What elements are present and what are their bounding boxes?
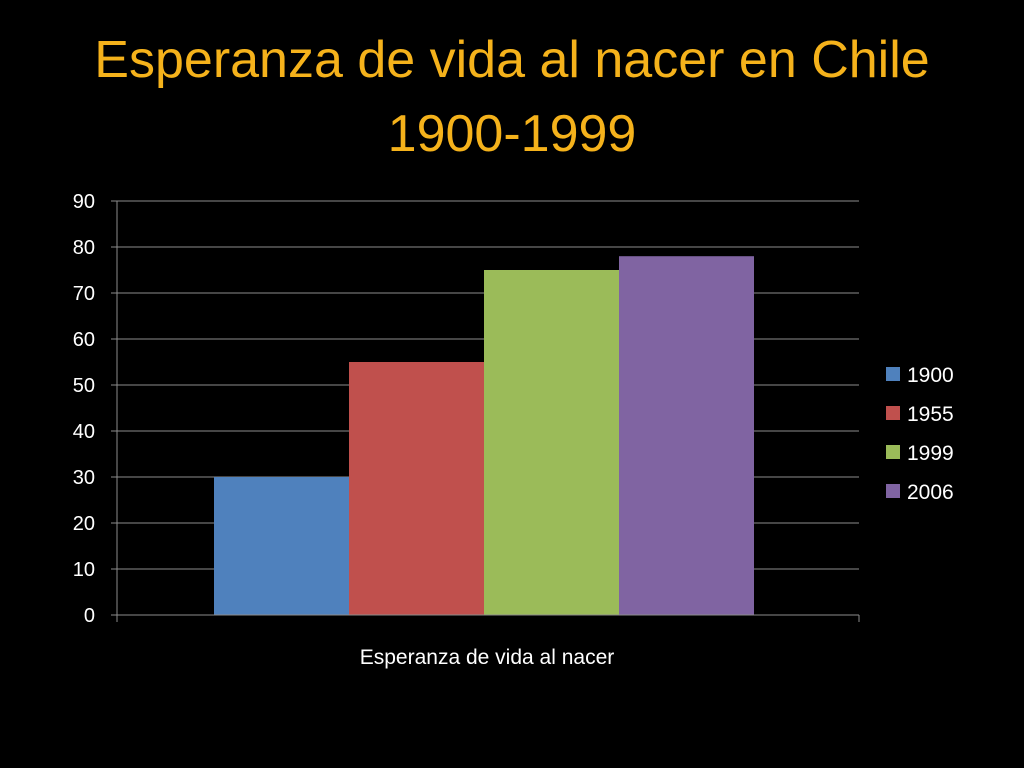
legend-label: 1955 — [907, 403, 954, 426]
legend-swatch-1999 — [886, 445, 900, 459]
legend-swatch-1955 — [886, 406, 900, 420]
x-category-label: Esperanza de vida al nacer — [360, 646, 615, 669]
legend-label: 1900 — [907, 364, 954, 387]
bar-2006 — [619, 256, 754, 615]
legend: 1900 1955 1999 2006 — [886, 364, 954, 504]
bar-1900 — [214, 477, 349, 615]
slide-title-line-2: 1900-1999 — [387, 105, 637, 163]
y-tick-label: 30 — [73, 467, 95, 489]
legend-swatch-2006 — [886, 484, 900, 498]
slide-title-line-1: Esperanza de vida al nacer en Chile — [94, 31, 930, 89]
legend-label: 1999 — [907, 442, 954, 465]
legend-label: 2006 — [907, 481, 954, 504]
y-tick-label: 0 — [84, 605, 95, 627]
y-tick-label: 70 — [73, 283, 95, 305]
y-tick-label: 90 — [73, 191, 95, 213]
y-tick-label: 10 — [73, 559, 95, 581]
y-tick-label: 50 — [73, 375, 95, 397]
axes: 0 10 20 30 40 50 60 70 80 90 Esperanza de vida al … — [73, 191, 860, 669]
bar-1999 — [484, 270, 619, 615]
legend-swatch-1900 — [886, 367, 900, 381]
y-tick-label: 80 — [73, 237, 95, 259]
y-tick-label: 60 — [73, 329, 95, 351]
y-tick-label: 20 — [73, 513, 95, 535]
bars — [214, 256, 754, 615]
y-tick-label: 40 — [73, 421, 95, 443]
bar-1955 — [349, 362, 484, 615]
